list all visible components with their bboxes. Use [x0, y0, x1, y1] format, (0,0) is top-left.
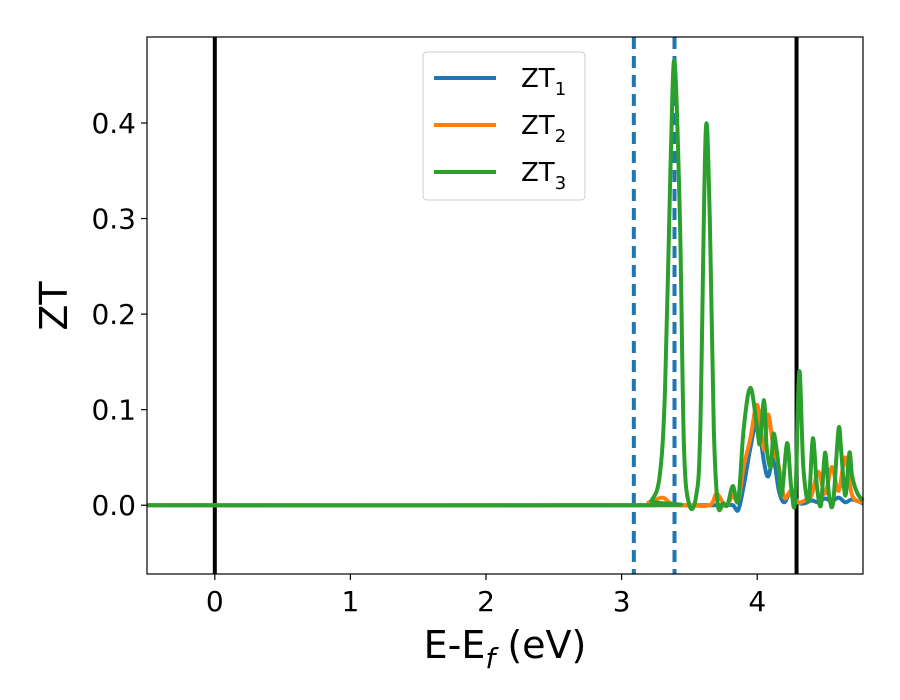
x-tick-label: 0 — [206, 585, 224, 618]
y-axis-ticks: 0.0 0.1 0.2 0.3 0.4 — [91, 107, 147, 522]
plot-frame — [146, 36, 864, 575]
x-axis-ticks: 0 1 2 3 4 — [206, 574, 766, 618]
x-tick-label: 1 — [341, 585, 359, 618]
x-tick-label: 2 — [477, 585, 495, 618]
legend: ZT1 ZT2 ZT3 — [422, 51, 586, 201]
legend-label-2: ZT2 — [521, 111, 566, 147]
x-tick-label: 3 — [613, 585, 631, 618]
y-tick-label: 0.4 — [91, 107, 136, 140]
x-axis-label: E-Ef (eV) — [424, 623, 587, 675]
y-tick-label: 0.3 — [91, 203, 136, 236]
legend-box — [422, 51, 586, 201]
series-lines — [146, 58, 865, 513]
legend-label-3: ZT3 — [521, 158, 566, 194]
legend-label-1: ZT1 — [521, 64, 566, 100]
series-line-1 — [147, 419, 864, 513]
y-axis-label: ZT — [32, 281, 76, 331]
x-tick-label: 4 — [748, 585, 766, 618]
y-tick-label: 0.2 — [91, 298, 136, 331]
series-line-3 — [146, 58, 865, 513]
y-tick-label: 0.0 — [91, 489, 136, 522]
y-tick-label: 0.1 — [91, 394, 136, 427]
